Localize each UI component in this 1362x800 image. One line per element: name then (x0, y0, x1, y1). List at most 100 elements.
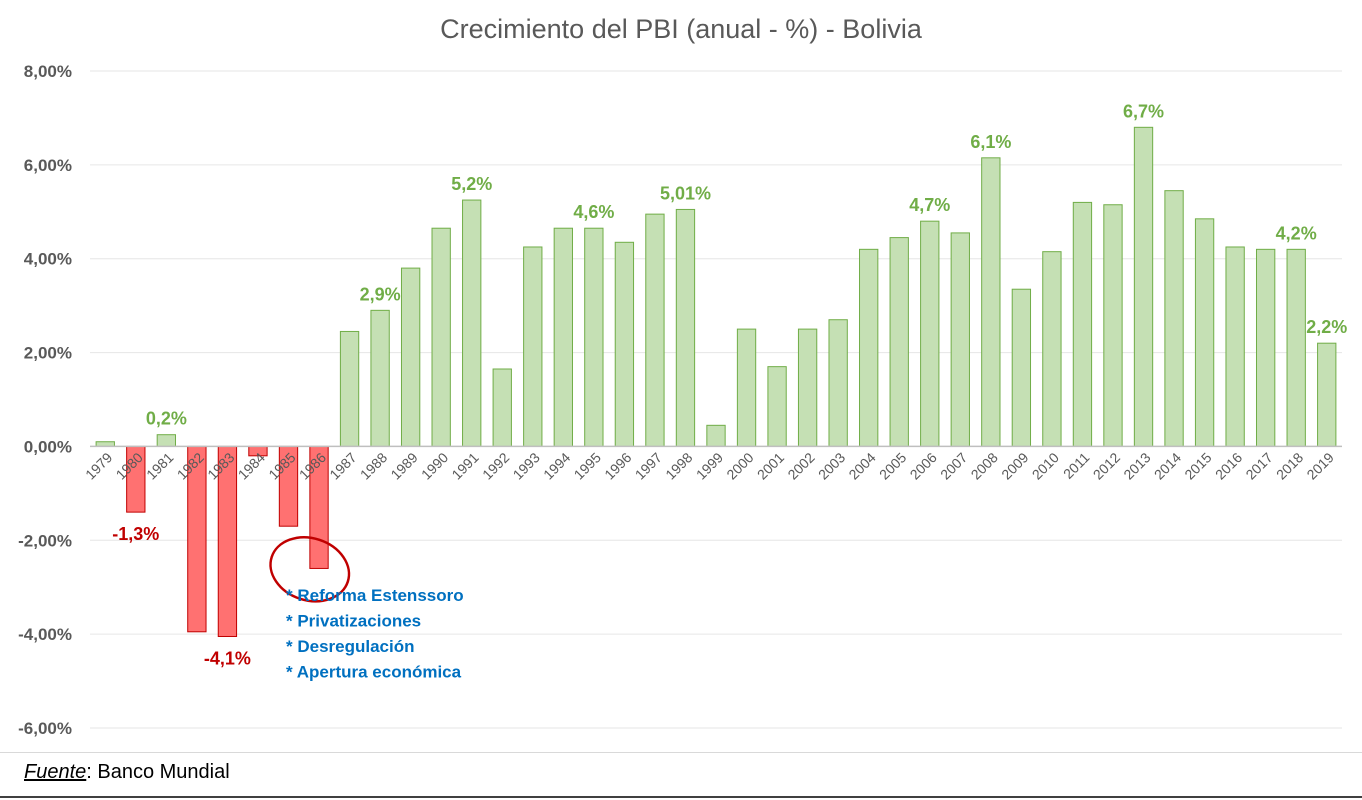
source-text: : Banco Mundial (86, 761, 230, 783)
x-tick-label: 2010 (1029, 449, 1062, 482)
data-label: 4,7% (909, 195, 950, 215)
source-note: Fuente: Banco Mundial (24, 761, 230, 784)
x-tick-label: 2003 (815, 449, 848, 482)
bar (920, 220, 940, 447)
x-tick-label: 2018 (1273, 449, 1306, 482)
x-tick-label: 2013 (1120, 449, 1153, 482)
y-tick-label: 6,00% (24, 156, 72, 175)
data-label: 5,01% (660, 183, 711, 203)
x-tick-label: 1993 (510, 449, 543, 482)
x-tick-label: 2004 (845, 449, 878, 482)
gridlines (90, 70, 1342, 729)
bar (797, 328, 818, 447)
data-label: 6,1% (970, 132, 1011, 152)
annotation-note: * Desregulación (286, 637, 415, 656)
x-tick-label: 2000 (723, 449, 756, 482)
x-tick-label: 1988 (357, 449, 390, 482)
source-label: Fuente (24, 761, 87, 783)
bar (767, 366, 787, 447)
bar (553, 227, 573, 447)
x-tick-label: 2009 (998, 449, 1031, 482)
data-label: 6,7% (1123, 101, 1164, 121)
annotation: * Reforma Estenssoro * Privatizaciones * D… (269, 536, 464, 682)
bar (523, 246, 543, 447)
data-label: -1,3% (112, 524, 159, 544)
bar (1164, 190, 1184, 447)
bar (981, 157, 1001, 447)
bar (1255, 248, 1276, 447)
bar (584, 227, 604, 447)
bar (462, 199, 482, 447)
bar (889, 237, 909, 447)
x-tick-label: 2019 (1304, 449, 1337, 482)
y-tick-label: 0,00% (24, 437, 72, 456)
x-tick-label: 1992 (479, 449, 512, 482)
bar (950, 232, 970, 447)
bar (706, 424, 726, 447)
bar (370, 309, 390, 447)
data-labels: 0,2% -1,3% -4,1% 2,9% 5,2% 4,6% 5,01% 4,7% 6,1% 6… (112, 101, 1347, 668)
bar (1011, 288, 1032, 447)
highlight-ellipse (269, 536, 351, 603)
y-tick-label: 2,00% (24, 344, 72, 363)
bar (1225, 246, 1245, 447)
x-tick-label: 2011 (1060, 449, 1093, 482)
chart-title: Crecimiento del PBI (anual - %) - Bolivi… (440, 14, 923, 44)
x-tick-label: 2001 (754, 449, 787, 482)
bar (400, 267, 421, 447)
x-tick-label: 1996 (601, 449, 634, 482)
bar (1286, 248, 1306, 447)
data-label: 4,6% (573, 202, 614, 222)
bar (675, 208, 696, 447)
x-tick-label: 2002 (784, 449, 817, 482)
footer: Fuente: Banco Mundial (0, 752, 1362, 798)
x-tick-label: 1979 (82, 449, 115, 482)
x-tick-label: 1987 (326, 449, 359, 482)
x-tick-label: 2006 (907, 449, 940, 482)
x-tick-label: 1994 (540, 449, 573, 482)
x-tick-label: 2008 (968, 449, 1001, 482)
x-tick-label: 2016 (1212, 449, 1245, 482)
bars (95, 126, 1337, 637)
bar (859, 248, 879, 447)
y-tick-label: -6,00% (18, 719, 72, 738)
x-tick-label: 2007 (937, 449, 970, 482)
x-tick-label: 2015 (1181, 449, 1214, 482)
x-tick-label: 1990 (418, 449, 451, 482)
data-label: 2,9% (360, 284, 401, 304)
bar (1317, 342, 1337, 447)
bar (1042, 251, 1062, 447)
data-label: 0,2% (146, 409, 187, 429)
x-tick-label: 2012 (1090, 449, 1123, 482)
x-tick-label: 2005 (876, 449, 909, 482)
bar (828, 319, 848, 447)
x-tick-label: 1981 (143, 449, 176, 482)
x-tick-label: 1999 (693, 449, 726, 482)
x-tick-label: 1991 (448, 449, 481, 482)
x-tick-label: 2014 (1151, 449, 1184, 482)
bar (1072, 201, 1093, 447)
data-label: 5,2% (451, 174, 492, 194)
y-tick-label: -4,00% (18, 625, 72, 644)
annotation-note: * Reforma Estenssoro (286, 586, 464, 605)
data-label: 4,2% (1276, 223, 1317, 243)
chart: Crecimiento del PBI (anual - %) - Bolivi… (18, 14, 1347, 738)
data-label: 2,2% (1306, 317, 1347, 337)
y-tick-label: 4,00% (24, 250, 72, 269)
bar (1194, 218, 1215, 447)
bar (1133, 126, 1154, 447)
bar (645, 213, 665, 447)
annotation-note: * Apertura económica (286, 663, 462, 682)
bar (614, 241, 635, 447)
y-tick-label: -2,00% (18, 531, 72, 550)
y-tick-label: 8,00% (24, 62, 72, 81)
bar (492, 368, 512, 447)
data-label: -4,1% (204, 648, 251, 668)
bar (339, 330, 360, 447)
x-tick-label: 1997 (632, 449, 665, 482)
x-tick-label: 1995 (571, 449, 604, 482)
x-tick-label: 1989 (387, 449, 420, 482)
x-tick-label: 1998 (662, 449, 695, 482)
bar (736, 328, 757, 447)
bar (156, 434, 177, 447)
